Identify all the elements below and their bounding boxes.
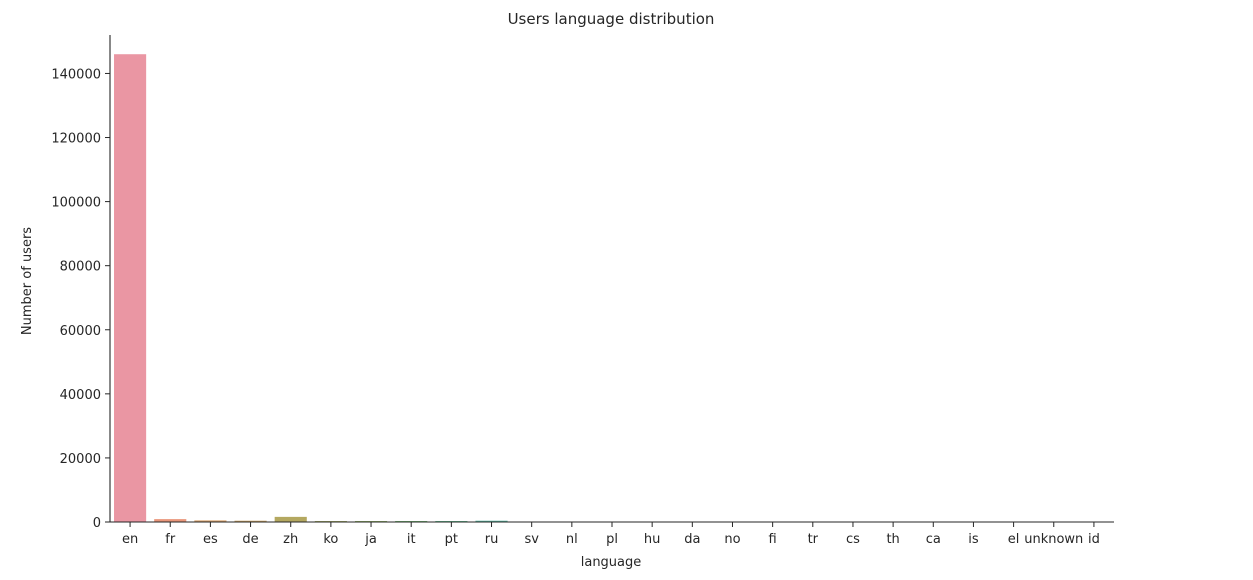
x-tick-label: hu	[644, 532, 660, 547]
x-tick-label: pl	[606, 532, 618, 547]
y-tick-label: 140000	[51, 67, 101, 82]
y-axis-label: Number of users	[20, 227, 35, 335]
x-tick-label: de	[242, 532, 258, 547]
bar-de	[234, 520, 267, 522]
x-tick-label: ja	[364, 532, 377, 547]
x-tick-label: fr	[165, 532, 176, 547]
bar-es	[194, 520, 227, 522]
chart-title: Users language distribution	[508, 10, 715, 28]
x-tick-label: th	[886, 532, 899, 547]
x-tick-label: da	[684, 532, 700, 547]
x-tick-label: unknown	[1024, 532, 1083, 547]
x-tick-label: is	[968, 532, 979, 547]
x-tick-label: zh	[283, 532, 298, 547]
x-tick-label: sv	[524, 532, 539, 547]
x-tick-label: nl	[566, 532, 578, 547]
bars-group	[114, 54, 1110, 522]
x-tick-label: no	[724, 532, 740, 547]
bar-en	[114, 54, 147, 522]
x-tick-label: id	[1088, 532, 1100, 547]
bar-ru	[475, 520, 508, 522]
y-tick-label: 80000	[60, 260, 101, 275]
x-tick-label: en	[122, 532, 138, 547]
x-tick-label: ko	[323, 532, 338, 547]
y-tick-label: 40000	[60, 388, 101, 403]
y-tick-label: 120000	[51, 132, 101, 147]
x-tick-label: tr	[808, 532, 819, 547]
y-tick-label: 100000	[51, 196, 101, 211]
x-tick-label: el	[1008, 532, 1020, 547]
x-tick-label: ca	[926, 532, 941, 547]
y-tick-label: 0	[93, 516, 101, 531]
x-axis-label: language	[581, 555, 642, 570]
x-tick-label: it	[407, 532, 416, 547]
bar-fr	[154, 519, 187, 522]
x-axis-ticks: en fr es de zh ko ja it pt ru sv nl pl hu da no fi tr cs th…	[122, 522, 1100, 547]
x-tick-label: pt	[445, 532, 458, 547]
y-tick-label: 20000	[60, 452, 101, 467]
x-tick-label: ru	[485, 532, 499, 547]
y-axis-ticks: 0 20000 40000 60000 80000 100000 120000 140000	[51, 67, 110, 531]
x-tick-label: cs	[846, 532, 860, 547]
bar-zh	[274, 516, 307, 522]
x-tick-label: fi	[769, 532, 777, 547]
x-tick-label: es	[203, 532, 218, 547]
y-tick-label: 60000	[60, 324, 101, 339]
